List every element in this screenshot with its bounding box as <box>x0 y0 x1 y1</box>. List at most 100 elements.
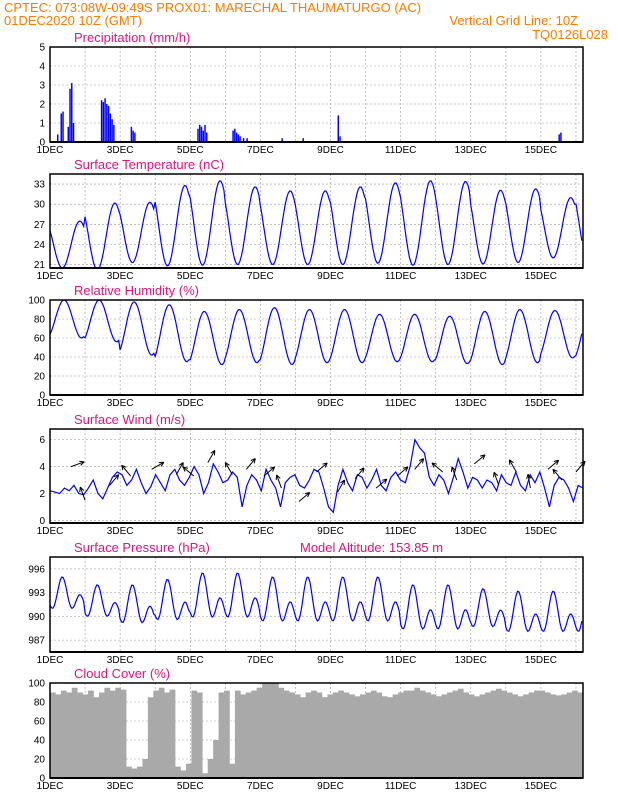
wind-arrow-head <box>493 471 498 477</box>
cloud-bar <box>321 697 328 778</box>
cloud-bar <box>447 692 453 778</box>
series-line <box>49 572 583 633</box>
cloud-bar <box>115 687 122 778</box>
y-tick-label: 5 <box>39 43 45 54</box>
wind-arrow-head <box>250 458 256 462</box>
wind-arrow <box>414 458 425 470</box>
x-tick-label: 9DEC <box>317 145 344 156</box>
wind-arrow <box>527 474 531 489</box>
wind-arrow <box>375 478 388 489</box>
wind-arrow <box>245 458 256 470</box>
cloud-bar <box>403 690 410 778</box>
cloud-bar <box>577 692 584 778</box>
cloud-bar <box>408 690 415 778</box>
wind-arrow-head <box>384 478 388 484</box>
x-tick-label: 1DEC <box>37 271 64 282</box>
wind-arrow <box>175 462 184 475</box>
wind-arrow-head <box>116 474 120 480</box>
y-tick-label: 4 <box>39 62 45 73</box>
wind-arrow <box>70 461 85 468</box>
y-tick-label: 27 <box>34 220 46 231</box>
precip-bar <box>235 132 238 142</box>
wind-arrow-head <box>276 474 281 479</box>
cloud-bar <box>207 759 214 778</box>
wind-arrow <box>451 466 458 481</box>
wind-arrow <box>473 454 486 465</box>
precip-bar <box>197 128 199 142</box>
wind-arrow <box>396 466 409 477</box>
wind-arrow <box>354 467 365 480</box>
y-tick-label: 80 <box>34 698 46 709</box>
cloud-bar <box>289 692 296 778</box>
x-tick-label: 15DEC <box>525 781 557 792</box>
wind-arrow-head <box>121 464 127 468</box>
cloud-bar <box>283 690 290 778</box>
wind-arrow-head <box>583 461 586 467</box>
y-tick-label: 4 <box>39 462 45 473</box>
cloud-bar <box>142 759 149 778</box>
cloud-bar <box>147 697 154 778</box>
cloud-bar <box>419 690 426 778</box>
header-grid-note: Vertical Grid Line: 10Z <box>449 13 578 28</box>
y-tick-label: 993 <box>28 588 45 599</box>
x-tick-label: 3DEC <box>107 145 134 156</box>
cloud-bar <box>479 694 486 778</box>
y-tick-label: 40 <box>34 353 46 364</box>
precip-bar <box>560 132 562 142</box>
x-tick-label: 7DEC <box>247 526 274 537</box>
y-tick-label: 996 <box>28 564 45 575</box>
x-tick-label: 1DEC <box>37 526 64 537</box>
header-code: TQ0126L028 <box>532 27 608 42</box>
wind-arrow <box>316 462 328 473</box>
panel-1: Surface Temperature (nC) 21 24 27 30 33 1DEC 3D… <box>34 157 584 282</box>
wind-arrow-head <box>324 462 328 468</box>
precip-bar <box>232 130 234 142</box>
panel-5: Cloud Cover (%) 0 20 40 60 80 100 1DEC 3DEC 5DEC 7… <box>28 666 584 792</box>
wind-arrow-head <box>450 466 453 472</box>
precip-bar <box>113 124 115 142</box>
cloud-bar <box>109 690 116 778</box>
cloud-bar <box>550 694 557 778</box>
precip-bar <box>337 115 340 142</box>
precip-bar <box>132 130 134 142</box>
cloud-bar <box>234 690 241 778</box>
cloud-bar <box>278 687 285 778</box>
wind-arrow-head <box>182 466 186 472</box>
panel-4: Surface Pressure (hPa) Model Altitude: 15… <box>28 540 584 666</box>
wind-arrow <box>552 468 563 481</box>
cloud-bar <box>294 694 301 778</box>
precip-bar <box>100 100 103 142</box>
cloud-bar <box>93 697 100 778</box>
y-tick-label: 24 <box>34 240 46 251</box>
cloud-bar <box>354 696 361 778</box>
precip-bar <box>199 124 201 142</box>
wind-arrow-head <box>480 454 486 457</box>
cloud-bar <box>468 694 475 778</box>
cloud-bar <box>66 692 73 778</box>
x-tick-label: 11DEC <box>385 398 417 409</box>
x-tick-label: 11DEC <box>385 526 417 537</box>
panel-frame <box>49 46 584 143</box>
wind-arrow-head <box>526 474 529 480</box>
cloud-bar <box>240 694 247 778</box>
wind-arrow <box>298 492 311 502</box>
wind-arrow-head <box>272 466 276 472</box>
cloud-bar <box>229 763 236 778</box>
cloud-bar <box>169 689 176 778</box>
precip-bar <box>71 83 73 142</box>
cloud-bar <box>272 683 279 778</box>
y-tick-label: 990 <box>28 612 45 623</box>
cloud-bar <box>539 690 546 778</box>
panel-3: Surface Wind (m/s) 0 2 4 6 1DEC 3DEC 5DEC 7DEC 9D… <box>37 412 586 537</box>
y-tick-label: 987 <box>28 636 45 647</box>
wind-arrow-head <box>405 466 409 472</box>
cloud-bar <box>175 766 181 778</box>
cloud-bar <box>534 690 540 778</box>
y-tick-label: 30 <box>34 200 46 211</box>
wind-arrow-head <box>182 466 189 469</box>
cloud-bar <box>71 687 78 778</box>
wind-arrow <box>151 461 165 470</box>
panel-title: Cloud Cover (%) <box>74 666 170 681</box>
cloud-bar <box>343 692 350 778</box>
x-tick-label: 13DEC <box>455 781 487 792</box>
